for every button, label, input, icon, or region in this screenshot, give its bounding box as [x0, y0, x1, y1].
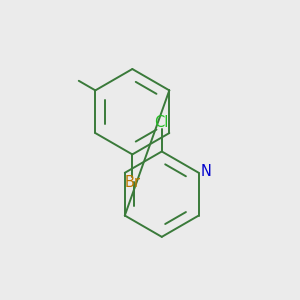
Text: Cl: Cl: [154, 116, 169, 130]
Text: Br: Br: [124, 176, 140, 190]
Text: N: N: [201, 164, 212, 179]
